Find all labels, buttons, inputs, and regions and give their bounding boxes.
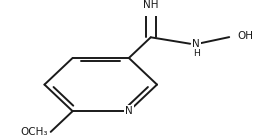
Text: OH: OH bbox=[237, 31, 253, 41]
Text: H: H bbox=[193, 49, 200, 58]
Text: NH: NH bbox=[143, 0, 158, 10]
Text: OCH₃: OCH₃ bbox=[20, 127, 48, 137]
Text: N: N bbox=[192, 39, 200, 49]
Text: N: N bbox=[125, 106, 133, 116]
